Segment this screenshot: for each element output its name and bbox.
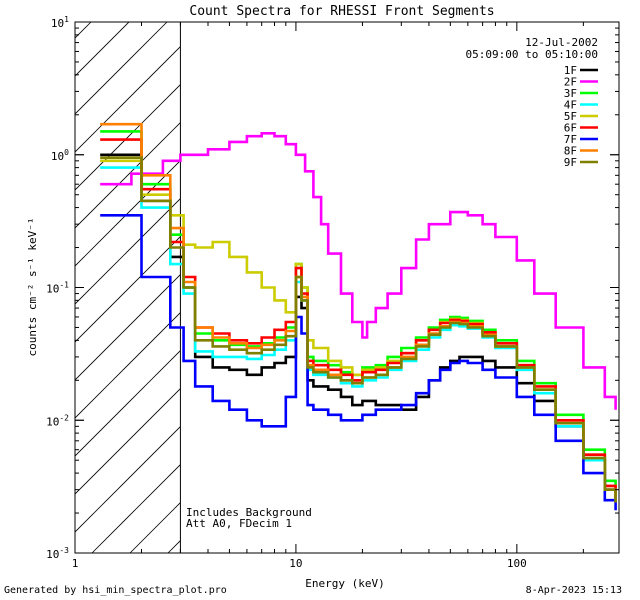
annotation-text: Includes Background [186, 506, 312, 519]
excluded-region-hatch [75, 22, 640, 553]
series-line-2F [100, 132, 617, 410]
series-line-9F [100, 156, 617, 503]
legend-label-5F: 5F [564, 110, 577, 123]
legend-label-3F: 3F [564, 87, 577, 100]
hatch-line [75, 198, 181, 305]
legend-label-2F: 2F [564, 76, 577, 89]
series-line-7F [100, 214, 617, 511]
series-line-5F [100, 159, 617, 498]
series-line-1F [100, 153, 617, 501]
hatch-line [624, 22, 640, 553]
series-line-4F [100, 166, 617, 501]
time-range-label: 05:09:00 to 05:10:00 [466, 48, 598, 61]
legend-label-8F: 8F [564, 145, 577, 158]
hatch-line [75, 122, 181, 229]
footer-generated-by: Generated by hsi_min_spectra_plot.pro [4, 585, 227, 596]
hatch-line [75, 274, 181, 381]
chart-title: Count Spectra for RHESSI Front Segments [189, 4, 494, 19]
hatch-line [75, 22, 168, 115]
hatch-line [75, 46, 181, 153]
axis-ticks: 1 10 100 101 100 10-1 10-2 10-3 [46, 15, 619, 570]
hatch-line [75, 84, 181, 191]
date-label: 12-Jul-2002 [525, 36, 598, 49]
series-lines [100, 122, 617, 511]
y-tick-label: 10-1 [46, 281, 69, 296]
series-line-8F [100, 122, 617, 503]
legend-label-1F: 1F [564, 64, 577, 77]
legend-label-7F: 7F [564, 133, 577, 146]
x-tick-label: 10 [289, 557, 302, 570]
y-axis-label: counts cm⁻² s⁻¹ keV⁻¹ [26, 217, 39, 356]
y-tick-label: 10-2 [46, 413, 69, 428]
series-line-6F [100, 138, 617, 498]
annotation-text: Att A0, FDecim 1 [186, 517, 292, 530]
y-tick-label: 100 [51, 148, 69, 163]
x-axis-label: Energy (keV) [305, 577, 384, 590]
y-tick-label: 10-3 [46, 546, 69, 561]
hatch-line [75, 426, 181, 533]
legend-label-6F: 6F [564, 122, 577, 135]
hatch-line [434, 22, 640, 553]
footer-timestamp: 8-Apr-2023 15:13 [525, 585, 622, 596]
legend-label-4F: 4F [564, 99, 577, 112]
x-tick-label: 1 [72, 557, 79, 570]
plot-frame [74, 21, 620, 554]
x-tick-label: 100 [507, 557, 527, 570]
hatch-line [75, 236, 181, 343]
hatch-line [91, 464, 181, 553]
y-tick-label: 101 [51, 15, 69, 30]
legend-label-9F: 9F [564, 156, 577, 169]
series-line-3F [100, 130, 617, 494]
hatch-line [75, 388, 181, 495]
